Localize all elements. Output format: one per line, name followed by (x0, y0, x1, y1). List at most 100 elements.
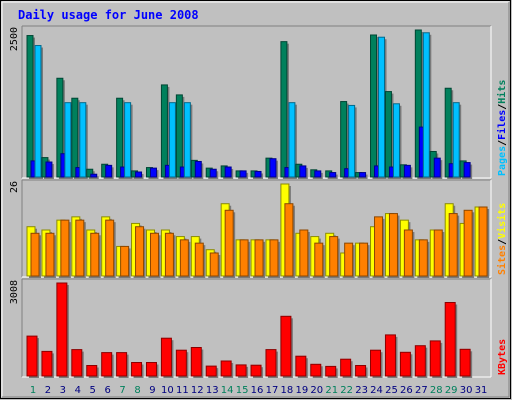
bar-files-day-19 (299, 165, 308, 179)
bar-kbytes-day-21-fill (325, 365, 337, 377)
bar-pages-day-1-fill (34, 45, 42, 178)
bar-pages-day-7 (124, 102, 133, 179)
bar-sites-day-10 (164, 232, 176, 278)
bar-kbytes-day-30 (459, 348, 473, 378)
x-tick-label-day-28: 28 (430, 385, 443, 396)
x-tick-label-day-27: 27 (415, 385, 428, 396)
legend-visits-sites: Sites/Visits (496, 203, 508, 275)
bar-kbytes-day-13 (205, 365, 219, 378)
bar-pages-day-27-fill (422, 32, 430, 178)
bar-files-day-9-fill (149, 167, 157, 178)
y-max-label: 26 (9, 181, 20, 193)
bar-kbytes-day-7 (116, 352, 129, 378)
bar-files-day-12 (194, 160, 204, 179)
legend-entry: Pages (497, 146, 508, 176)
bar-kbytes-day-12 (190, 347, 204, 378)
bar-kbytes-day-1-fill (26, 335, 38, 377)
legend-entry: / (497, 140, 508, 146)
bar-sites-day-19-fill (299, 229, 309, 277)
bar-kbytes-day-8 (131, 362, 144, 378)
bar-sites-day-8 (135, 226, 146, 278)
bar-sites-day-8-fill (135, 226, 145, 277)
bar-sites-day-7-fill (120, 245, 130, 277)
x-tick-label-day-11: 11 (176, 385, 189, 396)
bar-sites-day-30-fill (463, 209, 473, 277)
bar-files-day-17-fill (269, 158, 277, 178)
bar-sites-day-2 (45, 232, 56, 278)
bar-kbytes-day-14-fill (220, 360, 232, 377)
bar-hits-day-22 (340, 101, 349, 179)
bar-files-day-16 (254, 170, 264, 179)
bar-kbytes-day-5 (86, 365, 99, 378)
bar-files-day-23 (359, 172, 368, 179)
bar-sites-day-13 (209, 252, 221, 278)
bar-sites-day-22 (344, 242, 355, 278)
bar-hits-day-18 (280, 41, 289, 180)
bar-kbytes-day-8-fill (131, 362, 143, 377)
bar-pages-day-18-fill (288, 102, 296, 178)
legend-entry: KBytes (497, 339, 508, 375)
bar-files-day-13-fill (209, 168, 217, 178)
bar-kbytes-day-20-fill (310, 363, 322, 377)
bar-sites-day-18-fill (284, 203, 294, 277)
bar-kbytes-day-10 (160, 337, 174, 378)
bar-sites-day-29-fill (448, 213, 458, 277)
bar-hits-day-4-fill (71, 97, 79, 178)
bar-hits-day-3-fill (56, 77, 64, 178)
bar-hits-day-10 (160, 84, 170, 179)
bar-hits-day-22-fill (340, 101, 348, 178)
bar-files-day-20 (314, 170, 323, 179)
bar-kbytes-day-18-fill (280, 315, 292, 377)
legend-hits-files-pages: Pages/Files/Hits (496, 80, 508, 176)
bar-kbytes-day-25-fill (384, 334, 396, 377)
bar-hits-day-4 (71, 97, 80, 179)
bar-files-day-2 (45, 161, 54, 179)
x-tick-label-day-14: 14 (221, 385, 234, 396)
x-axis-day-labels: 1 2 3 4 5 6 7 8 9 10 11 12 13 14 15 16 17 18 19 20 21 22 23 24 2… (30, 385, 488, 396)
bar-sites-day-18 (284, 203, 295, 278)
bar-kbytes-day-11 (175, 349, 189, 378)
x-tick-label-day-9: 9 (149, 385, 155, 396)
bar-kbytes-day-16 (250, 364, 264, 378)
bar-sites-day-16 (254, 239, 266, 278)
bar-hits-day-18-fill (280, 41, 288, 178)
bar-pages-day-22-fill (348, 104, 356, 178)
bar-sites-day-11-fill (179, 239, 189, 277)
bar-kbytes-day-17 (265, 349, 278, 378)
bar-kbytes-day-3 (56, 282, 69, 378)
bar-pages-day-29-fill (452, 102, 460, 178)
plot-area (22, 279, 491, 377)
bar-kbytes-day-28 (429, 340, 443, 378)
bar-sites-day-5-fill (90, 232, 100, 277)
bar-kbytes-day-21 (325, 365, 338, 378)
bar-kbytes-day-29 (444, 302, 458, 378)
x-tick-label-day-25: 25 (385, 385, 398, 396)
x-tick-label-day-29: 29 (445, 385, 458, 396)
bar-sites-day-3-fill (60, 219, 70, 277)
legend-entry: Files (496, 110, 508, 140)
bar-hits-day-25 (384, 91, 394, 179)
x-tick-label-day-15: 15 (236, 385, 249, 396)
bar-sites-day-28-fill (433, 229, 443, 277)
bar-sites-day-31-fill (478, 206, 488, 277)
bar-files-day-8-fill (135, 171, 143, 178)
bar-kbytes-day-23-fill (355, 365, 367, 377)
bar-sites-day-12-fill (194, 242, 204, 277)
bar-sites-day-9 (149, 232, 161, 278)
legend-entry: Visits (496, 203, 508, 239)
x-tick-label-day-24: 24 (370, 385, 383, 396)
bar-pages-day-10 (168, 102, 178, 179)
chart-panels: 2500Pages/Files/Hits26Sites/Visits3008KB… (9, 25, 508, 378)
bar-kbytes-day-23 (355, 365, 368, 378)
bar-files-day-5 (90, 173, 99, 179)
bar-files-day-14 (224, 166, 234, 179)
x-tick-label-day-19: 19 (295, 385, 308, 396)
bar-kbytes-day-4 (71, 349, 84, 378)
y-max-label: 2500 (9, 27, 20, 51)
bar-files-day-5-shadow (92, 176, 99, 179)
bar-sites-day-28 (433, 229, 445, 278)
bar-files-day-9 (149, 167, 159, 179)
bar-sites-day-14 (224, 209, 236, 278)
bar-kbytes-day-10-fill (160, 337, 172, 377)
bar-pages-day-10-fill (168, 102, 176, 178)
